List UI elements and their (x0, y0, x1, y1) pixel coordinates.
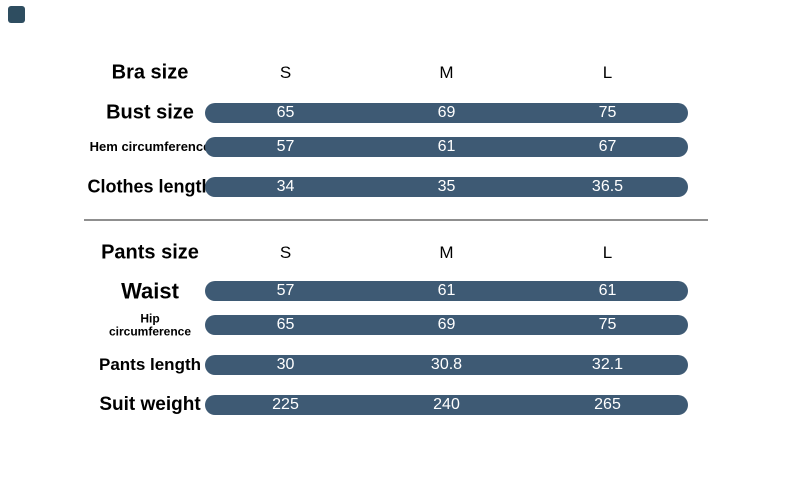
corner-mark (8, 6, 25, 23)
pants-length-bar: 30 30.8 32.1 (205, 355, 688, 375)
row-bra-size-header: Bra size S M L (0, 60, 790, 86)
column-header-l: L (602, 243, 613, 262)
bust-size-value-l: 75 (598, 104, 617, 121)
pants-length-value-s: 30 (276, 356, 295, 373)
waist-value-l: 61 (598, 282, 617, 299)
suit-weight-bar: 225 240 265 (205, 395, 688, 415)
row-waist: Waist 57 61 61 (0, 278, 790, 304)
pants-length-value-m: 30.8 (430, 356, 463, 373)
pants-length-label: Pants length (98, 355, 201, 375)
column-header-s: S (279, 243, 292, 262)
bust-size-value-s: 65 (276, 104, 295, 121)
column-header-s: S (279, 63, 292, 82)
clothes-length-bar: 34 35 36.5 (205, 177, 688, 197)
hip-circumference-value-l: 75 (598, 316, 617, 333)
column-header-m: M (439, 63, 454, 82)
row-pants-size-header: Pants size S M L (0, 240, 790, 266)
row-hip-circumference: Hip circumference 65 69 75 (0, 312, 790, 337)
hip-circumference-bar: 65 69 75 (205, 315, 688, 335)
clothes-length-label: Clothes length (87, 176, 213, 197)
waist-label: Waist (121, 278, 179, 304)
hem-circumference-bar: 57 61 67 (205, 137, 688, 157)
hem-circumference-value-s: 57 (276, 138, 295, 155)
pants-size-label: Pants size (101, 241, 199, 264)
column-header-l: L (602, 63, 613, 82)
hip-circumference-label-line2: circumference (108, 324, 192, 338)
suit-weight-value-m: 240 (433, 396, 460, 413)
suit-weight-label: Suit weight (99, 394, 201, 416)
clothes-length-value-l: 36.5 (591, 178, 624, 195)
bust-size-bar: 65 69 75 (205, 103, 688, 123)
hem-circumference-label: Hem circumference (89, 139, 211, 155)
waist-bar: 57 61 61 (205, 281, 688, 301)
pants-size-columns: S M L (205, 240, 688, 266)
row-pants-length: Pants length 30 30.8 32.1 (0, 355, 790, 375)
hip-circumference-label: Hip circumference (47, 312, 253, 337)
row-bust-size: Bust size 65 69 75 (0, 101, 790, 124)
section-divider (84, 219, 708, 221)
row-hem-circumference: Hem circumference 57 61 67 (0, 137, 790, 157)
clothes-length-value-m: 35 (437, 178, 456, 195)
hem-circumference-value-m: 61 (437, 138, 456, 155)
bust-size-label: Bust size (106, 101, 194, 124)
hip-circumference-value-s: 65 (276, 316, 295, 333)
waist-value-m: 61 (437, 282, 456, 299)
bust-size-value-m: 69 (437, 104, 456, 121)
bra-size-columns: S M L (205, 60, 688, 86)
hip-circumference-value-m: 69 (437, 316, 456, 333)
bra-size-label: Bra size (111, 61, 189, 84)
pants-length-value-l: 32.1 (591, 356, 624, 373)
row-suit-weight: Suit weight 225 240 265 (0, 395, 790, 415)
suit-weight-value-l: 265 (594, 396, 621, 413)
waist-value-s: 57 (276, 282, 295, 299)
hip-circumference-label-line1: Hip (140, 311, 160, 326)
hem-circumference-value-l: 67 (598, 138, 617, 155)
row-clothes-length: Clothes length 34 35 36.5 (0, 177, 790, 197)
suit-weight-value-s: 225 (272, 396, 299, 413)
clothes-length-value-s: 34 (276, 178, 295, 195)
column-header-m: M (439, 243, 454, 262)
